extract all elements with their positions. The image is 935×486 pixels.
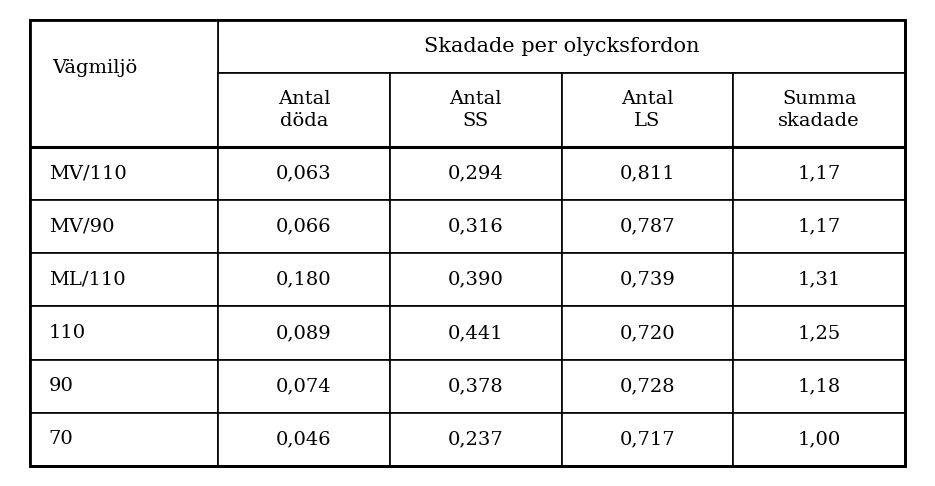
Bar bbox=[390, 253, 562, 306]
Bar bbox=[30, 413, 218, 466]
Bar bbox=[562, 147, 733, 200]
Text: 0,441: 0,441 bbox=[448, 324, 504, 342]
Bar bbox=[218, 147, 390, 200]
Bar bbox=[562, 200, 733, 253]
Text: 0,728: 0,728 bbox=[620, 377, 675, 395]
Text: 1,25: 1,25 bbox=[798, 324, 841, 342]
Text: 1,17: 1,17 bbox=[798, 164, 841, 182]
Text: 0,046: 0,046 bbox=[276, 431, 332, 449]
Text: 0,237: 0,237 bbox=[448, 431, 504, 449]
Bar bbox=[733, 147, 905, 200]
Bar bbox=[218, 200, 390, 253]
Bar bbox=[733, 73, 905, 147]
Bar bbox=[218, 306, 390, 360]
Bar bbox=[390, 413, 562, 466]
Bar bbox=[390, 200, 562, 253]
Bar bbox=[562, 413, 733, 466]
Text: 1,31: 1,31 bbox=[798, 271, 841, 289]
Text: 0,739: 0,739 bbox=[620, 271, 675, 289]
Bar bbox=[733, 306, 905, 360]
Text: Summa
skadade: Summa skadade bbox=[778, 90, 860, 130]
Bar bbox=[390, 306, 562, 360]
Text: 0,180: 0,180 bbox=[276, 271, 332, 289]
Text: 1,18: 1,18 bbox=[798, 377, 841, 395]
Bar bbox=[733, 413, 905, 466]
Bar bbox=[30, 253, 218, 306]
Text: ML/110: ML/110 bbox=[49, 271, 125, 289]
Bar bbox=[733, 360, 905, 413]
Bar bbox=[562, 253, 733, 306]
Text: 0,717: 0,717 bbox=[620, 431, 675, 449]
Text: 0,066: 0,066 bbox=[276, 218, 332, 236]
Bar bbox=[30, 200, 218, 253]
Bar bbox=[218, 73, 390, 147]
Text: 70: 70 bbox=[49, 431, 74, 449]
Bar bbox=[30, 306, 218, 360]
Text: 0,063: 0,063 bbox=[276, 164, 332, 182]
Text: 0,720: 0,720 bbox=[620, 324, 675, 342]
Text: 0,811: 0,811 bbox=[620, 164, 675, 182]
Text: 0,378: 0,378 bbox=[448, 377, 504, 395]
Text: Skadade per olycksfordon: Skadade per olycksfordon bbox=[424, 37, 699, 56]
Text: Antal
LS: Antal LS bbox=[621, 90, 674, 130]
Text: 0,390: 0,390 bbox=[448, 271, 504, 289]
Bar bbox=[562, 306, 733, 360]
Text: 0,787: 0,787 bbox=[620, 218, 675, 236]
Text: 1,00: 1,00 bbox=[798, 431, 841, 449]
Text: Antal
SS: Antal SS bbox=[450, 90, 502, 130]
Bar bbox=[390, 147, 562, 200]
Text: Antal
döda: Antal döda bbox=[278, 90, 330, 130]
Bar bbox=[30, 360, 218, 413]
Bar bbox=[30, 20, 218, 147]
Bar bbox=[390, 73, 562, 147]
Bar bbox=[218, 20, 905, 73]
Text: 0,316: 0,316 bbox=[448, 218, 504, 236]
Bar bbox=[218, 360, 390, 413]
Text: MV/90: MV/90 bbox=[49, 218, 114, 236]
Text: Vägmiljö: Vägmiljö bbox=[52, 59, 137, 77]
Bar bbox=[30, 147, 218, 200]
Text: 1,17: 1,17 bbox=[798, 218, 841, 236]
Bar bbox=[390, 360, 562, 413]
Text: 0,074: 0,074 bbox=[276, 377, 332, 395]
Text: 0,089: 0,089 bbox=[276, 324, 332, 342]
Text: 110: 110 bbox=[49, 324, 86, 342]
Text: MV/110: MV/110 bbox=[49, 164, 126, 182]
Text: 0,294: 0,294 bbox=[448, 164, 504, 182]
Bar bbox=[562, 360, 733, 413]
Bar bbox=[218, 253, 390, 306]
Bar bbox=[733, 253, 905, 306]
Bar bbox=[218, 413, 390, 466]
Text: 90: 90 bbox=[49, 377, 74, 395]
Bar bbox=[562, 73, 733, 147]
Bar bbox=[733, 200, 905, 253]
